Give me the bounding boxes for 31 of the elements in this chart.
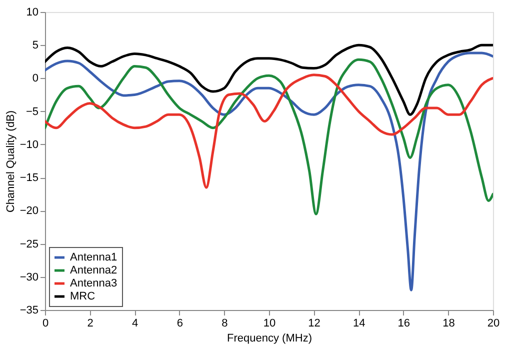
y-axis-title: Channel Quality (dB) bbox=[4, 110, 17, 213]
x-tick-label: 14 bbox=[352, 318, 366, 330]
legend-label: MRC bbox=[70, 290, 96, 302]
x-tick-label: 10 bbox=[263, 318, 276, 330]
line-series bbox=[45, 58, 493, 216]
line-series bbox=[45, 74, 493, 189]
x-tick-label: 20 bbox=[487, 318, 500, 330]
y-tick-label: 0 bbox=[32, 72, 38, 85]
y-tick-label: −20 bbox=[20, 205, 38, 218]
y-tick-label: −30 bbox=[20, 271, 38, 284]
x-tick-label: 0 bbox=[42, 318, 49, 330]
y-tick-label: −15 bbox=[20, 172, 38, 184]
x-tick-label: 18 bbox=[442, 318, 455, 330]
y-tick-label: 10 bbox=[26, 6, 38, 18]
x-tick-label: 6 bbox=[176, 318, 183, 330]
line-series bbox=[45, 52, 493, 292]
legend-label: Antenna3 bbox=[70, 278, 118, 290]
y-tick-label: −25 bbox=[20, 238, 38, 250]
x-tick-label: 16 bbox=[398, 318, 410, 330]
legend-label: Antenna1 bbox=[70, 252, 118, 264]
y-tick-label: −10 bbox=[20, 138, 38, 151]
x-tick-label: 2 bbox=[87, 318, 94, 330]
x-axis-title: Frequency (MHz) bbox=[227, 332, 312, 344]
legend-label: Antenna2 bbox=[70, 264, 118, 276]
y-tick-label: −5 bbox=[26, 106, 38, 118]
line-series bbox=[45, 44, 493, 116]
y-tick-label: 5 bbox=[32, 40, 38, 52]
y-tick-label: −35 bbox=[20, 304, 38, 316]
x-tick-label: 4 bbox=[132, 318, 138, 330]
x-tick-label: 12 bbox=[308, 318, 320, 330]
x-tick-label: 8 bbox=[222, 318, 228, 330]
